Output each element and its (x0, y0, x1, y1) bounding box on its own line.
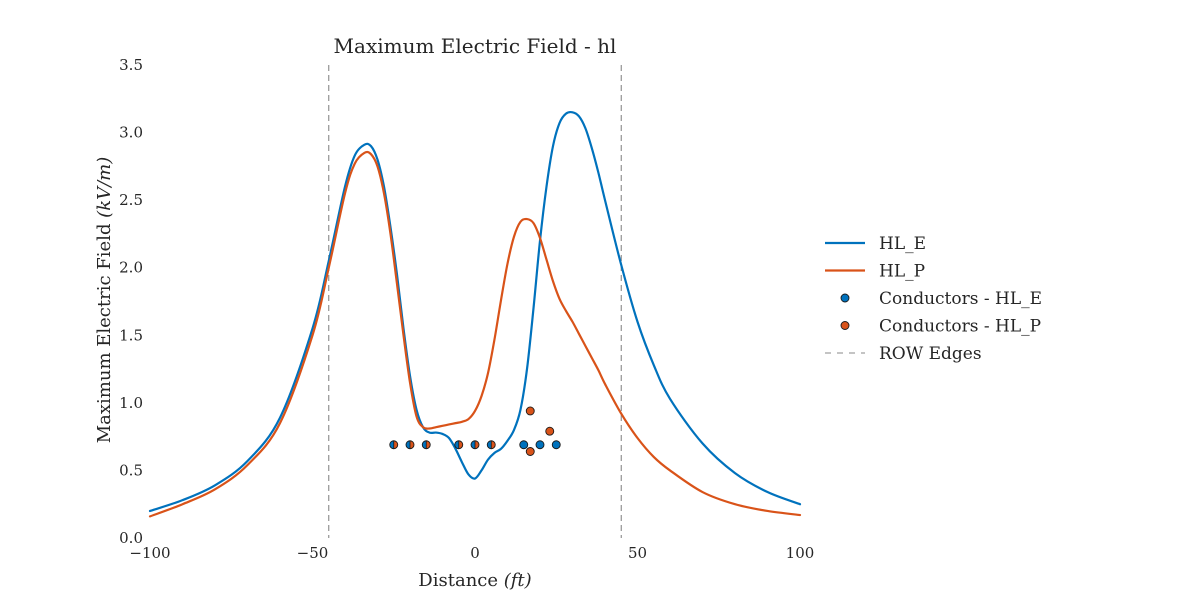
y-axis-label-main: Maximum Electric Field (94, 218, 115, 443)
conductor-point-hl-e (406, 440, 410, 449)
x-tick-label: −100 (129, 544, 170, 562)
y-tick-label: 2.5 (119, 191, 143, 209)
y-tick-label: 0.5 (119, 461, 143, 479)
x-tick-label: 100 (786, 544, 815, 562)
conductor-points-group (389, 406, 561, 456)
legend-label-conductors-hl-e: Conductors - HL_E (879, 289, 1042, 309)
y-axis-label: Maximum Electric Field (kV/m) (94, 157, 115, 444)
conductor-point-hl-p (475, 440, 479, 449)
series-line-hl-e (148, 110, 802, 513)
conductor-point-hl-p (525, 406, 535, 416)
legend-label-hl-e: HL_E (879, 234, 926, 254)
x-axis-label: Distance (ft) (418, 570, 531, 591)
y-tick-label: 0.0 (119, 529, 143, 547)
y-tick-label: 1.5 (119, 326, 143, 344)
legend-swatch-conductors-hl-p (840, 321, 850, 330)
conductor-point-hl-p (426, 440, 431, 449)
conductor-point-hl-p (410, 440, 414, 449)
y-axis-label-unit: (kV/m) (94, 157, 115, 218)
conductor-point-hl-p (491, 440, 496, 449)
conductor-point-hl-e (422, 440, 427, 449)
legend-label-hl-p: HL_P (879, 262, 925, 282)
x-axis-ticks: −100 −50 0 50 100 (129, 544, 814, 562)
row-edges-group (328, 65, 622, 538)
conductor-point-hl-e (471, 440, 475, 449)
legend: HL_E HL_P Conductors - HL_E Conductors - HL… (825, 234, 1042, 364)
y-tick-label: 1.0 (119, 394, 143, 412)
conductor-point-hl-e (519, 440, 529, 450)
conductor-point-hl-p (525, 447, 535, 456)
legend-label-conductors-hl-p: Conductors - HL_P (879, 317, 1041, 337)
x-tick-label: 50 (628, 544, 647, 562)
conductor-point-hl-e (535, 440, 545, 450)
y-tick-label: 3.5 (119, 56, 143, 74)
x-tick-label: 0 (470, 544, 480, 562)
chart-title: Maximum Electric Field - hl (334, 34, 617, 58)
y-tick-label: 2.0 (119, 259, 143, 277)
legend-label-row-edges: ROW Edges (879, 344, 982, 364)
legend-swatch-conductors-hl-e (840, 293, 850, 303)
y-axis-ticks: 0.0 0.5 1.0 1.5 2.0 2.5 3.0 3.5 (119, 56, 143, 547)
x-axis-label-unit: (ft) (504, 570, 532, 591)
x-tick-label: −50 (297, 544, 329, 562)
conductor-point-hl-p (393, 440, 398, 449)
x-axis-label-main: Distance (418, 570, 503, 591)
series-line-hl-p (148, 150, 802, 518)
conductor-point-hl-e (454, 440, 459, 449)
conductor-point-hl-e (551, 440, 561, 450)
conductor-point-hl-e (389, 440, 394, 449)
conductor-point-hl-p (545, 426, 555, 436)
conductor-point-hl-p (458, 440, 463, 449)
y-tick-label: 3.0 (119, 124, 143, 142)
conductor-point-hl-e (487, 440, 492, 449)
series-lines-group (148, 110, 802, 518)
